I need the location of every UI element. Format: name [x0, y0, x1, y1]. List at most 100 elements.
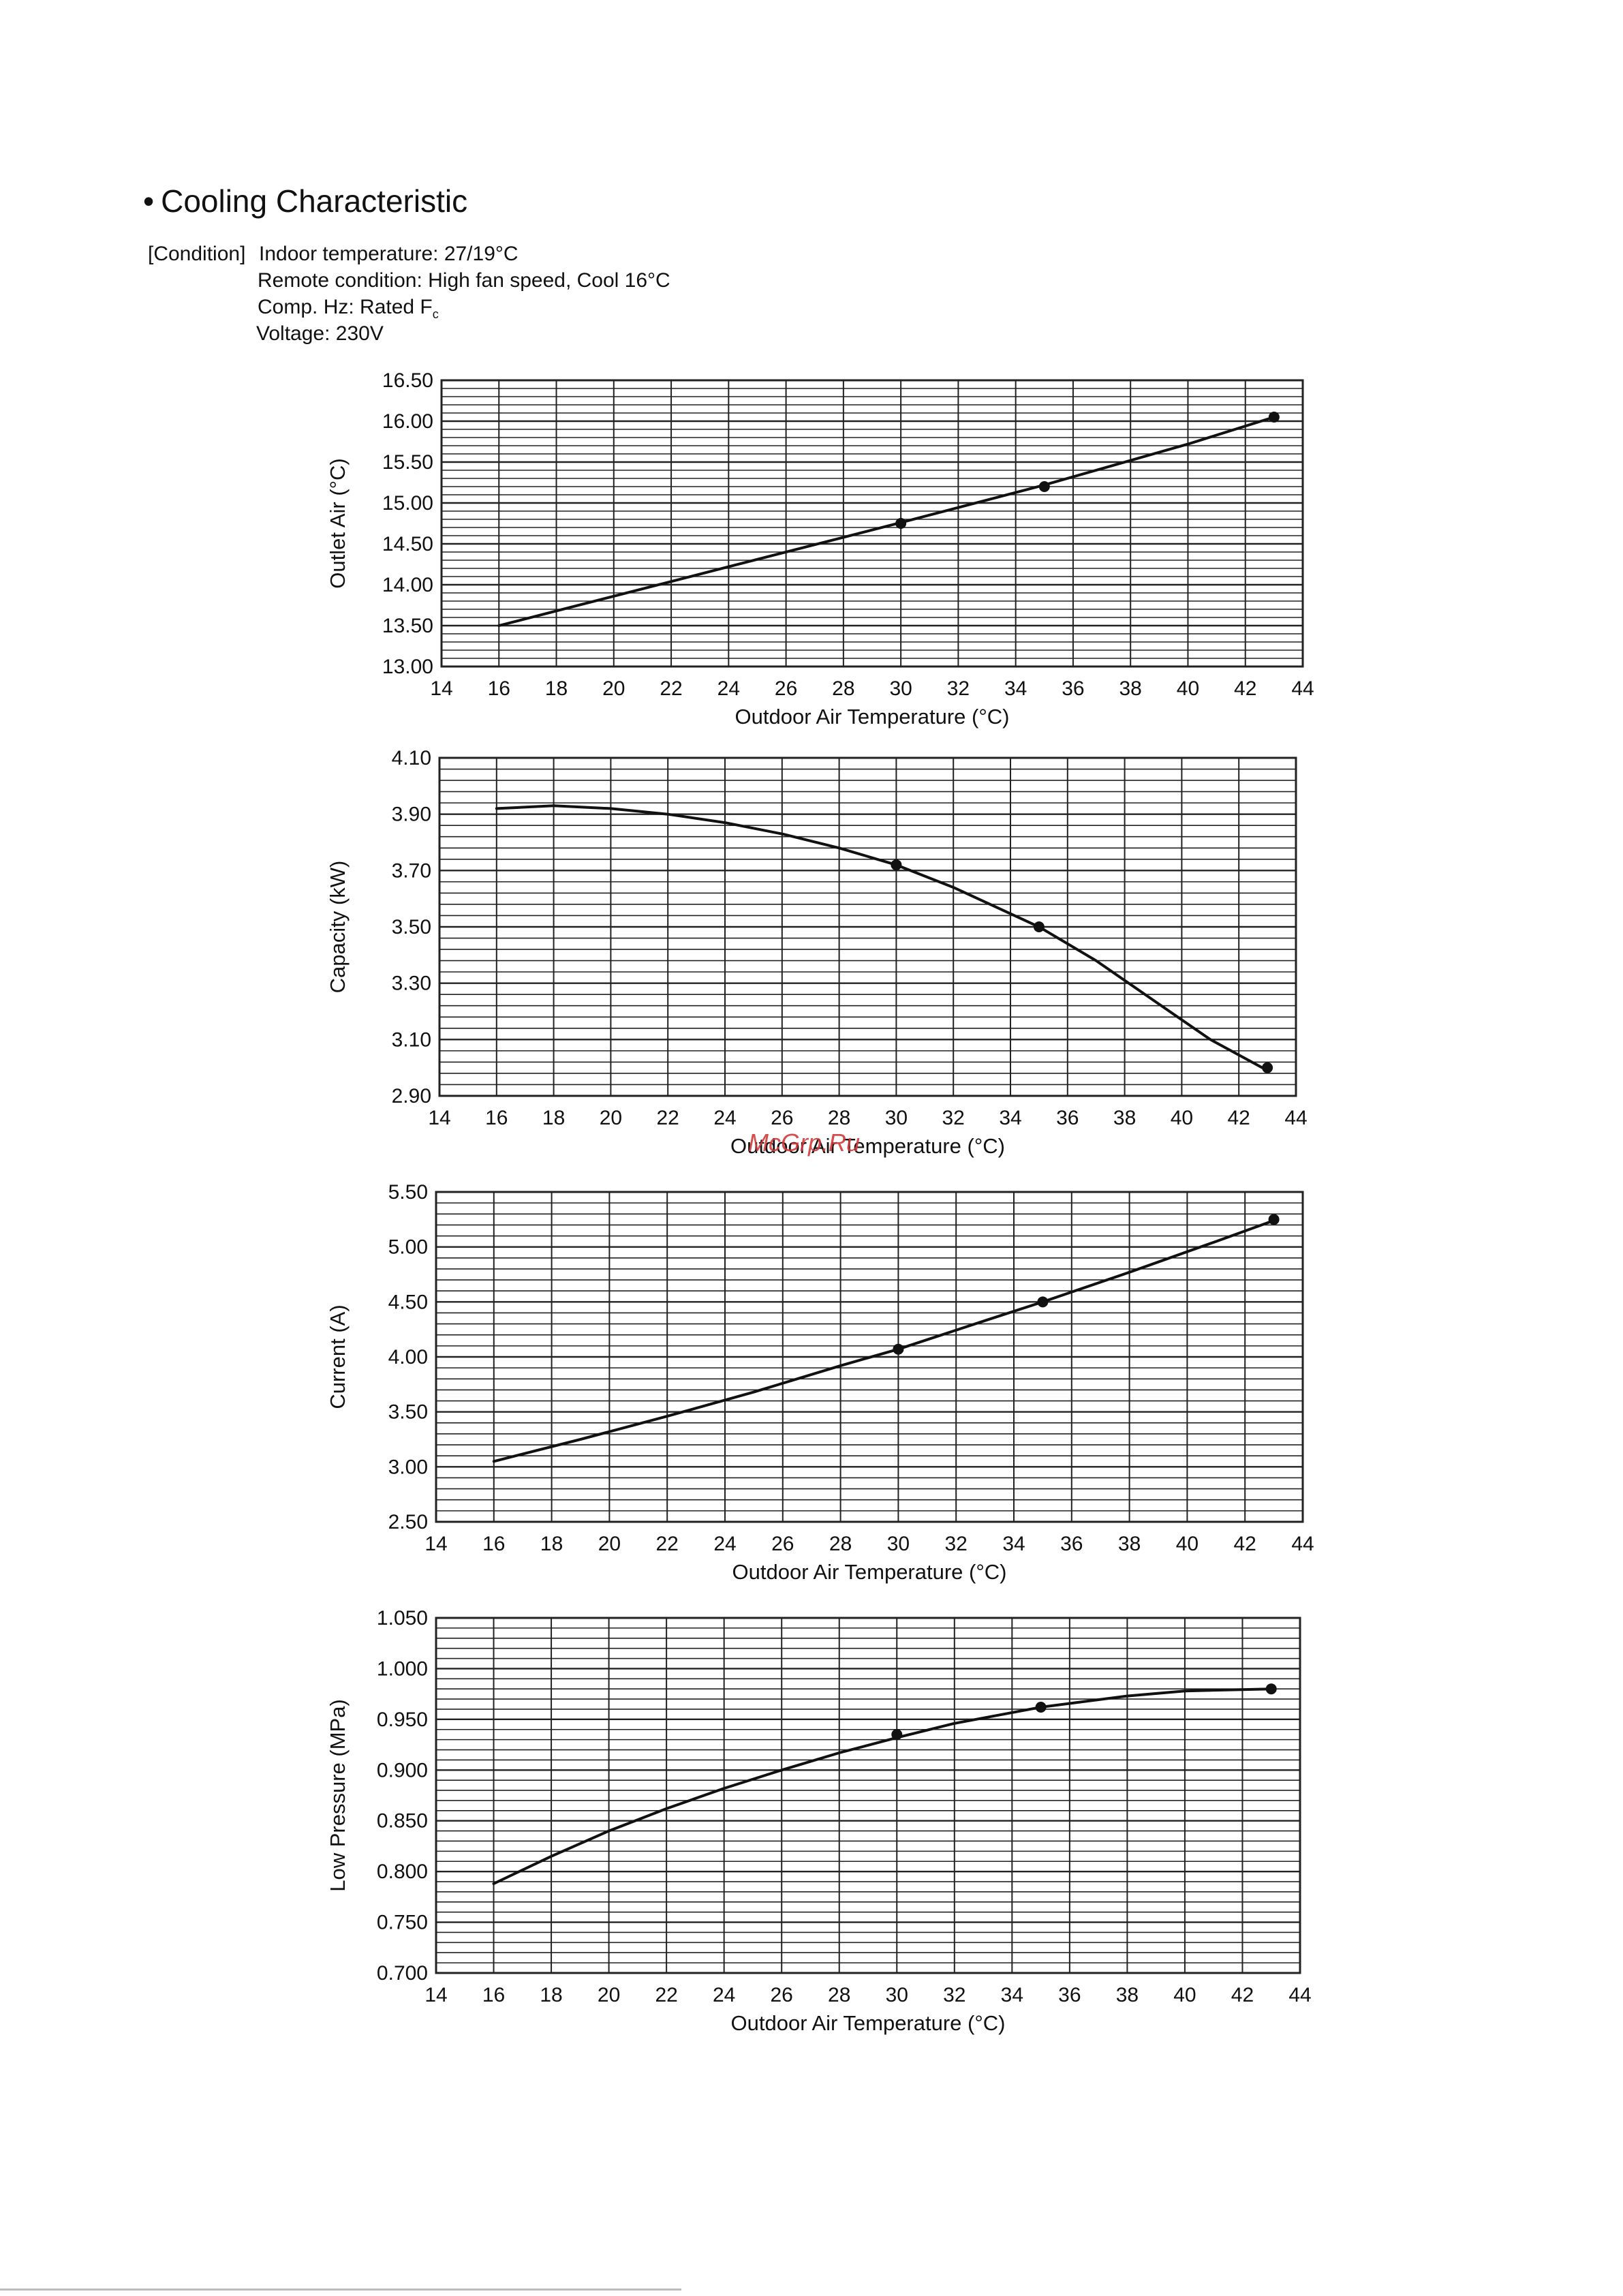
data-point [1265, 1683, 1277, 1695]
y-axis-label: Capacity (kW) [326, 861, 350, 994]
y-tick-label: 2.90 [392, 1085, 431, 1107]
data-point [891, 1729, 903, 1741]
comp-hz-subscript: c [432, 307, 439, 321]
x-tick-label: 38 [1113, 1107, 1136, 1129]
x-axis-label: Outdoor Air Temperature (°C) [732, 1560, 1007, 1584]
data-point [1033, 921, 1045, 932]
x-tick-label: 36 [1056, 1107, 1079, 1129]
x-tick-label: 34 [1002, 1533, 1025, 1555]
series-line [495, 804, 1269, 1072]
x-tick-label: 20 [598, 1533, 621, 1555]
y-tick-label: 3.00 [388, 1456, 428, 1478]
y-tick-label: 1.050 [377, 1607, 428, 1629]
y-tick-label: 0.950 [377, 1709, 428, 1731]
data-point [893, 1343, 904, 1355]
series-line [497, 416, 1276, 627]
x-tick-label: 34 [1004, 677, 1027, 700]
x-tick-label: 36 [1060, 1533, 1083, 1555]
y-tick-label: 16.50 [382, 369, 433, 392]
x-tick-label: 36 [1058, 1984, 1081, 2006]
y-tick-label: 3.70 [392, 859, 431, 882]
x-tick-label: 20 [600, 1107, 622, 1129]
x-tick-label: 40 [1177, 677, 1199, 700]
condition-remote: Remote condition: High fan speed, Cool 1… [258, 269, 670, 292]
x-tick-label: 26 [771, 1533, 794, 1555]
x-tick-label: 22 [655, 1984, 677, 2006]
x-tick-label: 20 [602, 677, 625, 700]
x-axis-label: Outdoor Air Temperature (°C) [731, 2011, 1006, 2035]
data-point [1262, 1062, 1273, 1073]
x-axis-label: Outdoor Air Temperature (°C) [735, 705, 1010, 729]
x-tick-label: 14 [424, 1533, 447, 1555]
data-point [891, 859, 902, 871]
x-tick-label: 44 [1291, 677, 1314, 700]
x-tick-label: 30 [889, 677, 912, 700]
x-tick-label: 38 [1119, 677, 1142, 700]
x-tick-label: 14 [424, 1984, 447, 2006]
x-tick-label: 38 [1118, 1533, 1141, 1555]
x-tick-label: 30 [885, 1107, 908, 1129]
y-tick-label: 0.750 [377, 1912, 428, 1934]
plot-frame [440, 379, 1304, 668]
y-tick-label: 15.50 [382, 451, 433, 474]
y-tick-label: 13.50 [382, 615, 433, 637]
x-tick-label: 18 [542, 1107, 565, 1129]
watermark-text: McGrp.Ru [748, 1129, 861, 1157]
y-tick-label: 13.00 [382, 656, 433, 678]
chart-4: 0.700 0.750 0.800 0.850 0.900 0.950 1.000 1.050… [326, 1607, 1312, 2035]
y-tick-label: 5.00 [388, 1236, 428, 1259]
series-line [492, 1219, 1276, 1463]
x-tick-label: 16 [482, 1984, 505, 2006]
x-tick-label: 24 [713, 1984, 735, 2006]
y-tick-label: 0.700 [377, 1962, 428, 1985]
bullet: • [143, 183, 155, 219]
y-tick-label: 3.50 [388, 1401, 428, 1424]
x-tick-label: 18 [545, 677, 568, 700]
x-tick-label: 42 [1234, 677, 1256, 700]
y-tick-label: 3.90 [392, 803, 431, 826]
condition-voltage: Voltage: 230V [256, 322, 384, 345]
x-tick-label: 36 [1062, 677, 1084, 700]
x-tick-label: 24 [717, 677, 740, 700]
x-tick-label: 44 [1284, 1107, 1307, 1129]
x-tick-label: 22 [660, 677, 682, 700]
y-tick-label: 4.10 [392, 747, 431, 769]
data-point [1037, 1296, 1049, 1308]
x-tick-label: 24 [713, 1533, 736, 1555]
x-tick-label: 28 [829, 1533, 852, 1555]
condition-indoor: Indoor temperature: 27/19°C [259, 243, 519, 265]
y-axis-label: Current (A) [326, 1304, 350, 1409]
y-tick-label: 4.50 [388, 1291, 428, 1313]
series-line [492, 1687, 1273, 1885]
page-heading: • Cooling Characteristic [143, 183, 467, 219]
x-tick-label: 28 [828, 1984, 850, 2006]
chart-3: 2.50 3.00 3.50 4.00 4.50 5.00 5.50 14 16 18 20 22 24… [326, 1181, 1314, 1584]
y-axis-label: Low Pressure (MPa) [326, 1699, 350, 1892]
y-tick-label: 14.00 [382, 574, 433, 596]
x-axis-label: Outdoor Air Temperature (°C) [730, 1134, 1005, 1158]
chart-1: 13.00 13.50 14.00 14.50 15.00 15.50 16.00 16.50… [326, 369, 1314, 729]
y-tick-label: 3.30 [392, 973, 431, 995]
x-tick-label: 32 [947, 677, 970, 700]
condition-comp-hz: Comp. Hz: Rated Fc [258, 296, 439, 322]
plot-frame [435, 1191, 1304, 1523]
y-tick-label: 14.50 [382, 533, 433, 555]
x-tick-label: 32 [943, 1984, 965, 2006]
x-tick-label: 18 [540, 1984, 562, 2006]
x-tick-label: 26 [771, 1107, 793, 1129]
x-tick-label: 30 [886, 1984, 908, 2006]
x-tick-label: 22 [656, 1533, 679, 1555]
x-tick-label: 16 [482, 1533, 505, 1555]
y-tick-label: 2.50 [388, 1511, 428, 1533]
x-tick-label: 30 [887, 1533, 910, 1555]
x-tick-label: 32 [945, 1533, 968, 1555]
y-tick-label: 3.10 [392, 1028, 431, 1051]
data-point [1035, 1701, 1047, 1713]
x-tick-label: 28 [832, 677, 854, 700]
x-tick-label: 34 [1001, 1984, 1023, 2006]
x-tick-label: 42 [1228, 1107, 1250, 1129]
x-tick-label: 16 [485, 1107, 508, 1129]
condition-label: [Condition] [148, 243, 246, 265]
y-tick-label: 15.00 [382, 492, 433, 515]
